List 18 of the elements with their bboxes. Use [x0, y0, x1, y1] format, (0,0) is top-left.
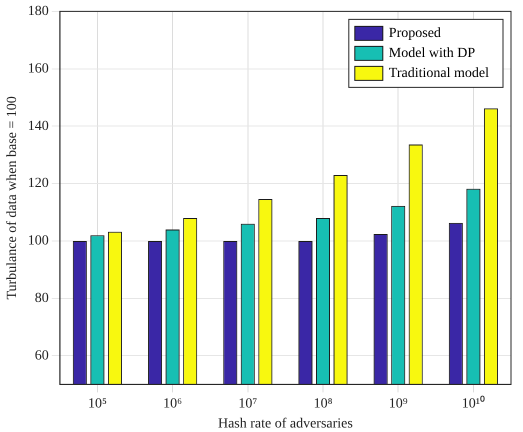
x-tick-label: 10⁵	[88, 396, 107, 412]
y-tick-label: 120	[28, 176, 49, 192]
y-tick-label: 80	[34, 290, 49, 306]
y-tick-label: 100	[28, 234, 49, 249]
legend-label: Model with DP	[388, 46, 476, 62]
x-tick-label: 10⁹	[388, 396, 408, 412]
x-tick-label: 10⁸	[314, 396, 333, 412]
y-axis-title: Turbulance of data when base = 100	[5, 96, 20, 300]
y-tick-label: 160	[28, 61, 49, 76]
x-tick-label: 10¹⁰	[462, 395, 485, 412]
x-axis-title: Hash rate of adversaries	[218, 416, 353, 432]
legend-label: Traditional model	[388, 66, 490, 82]
y-tick-label: 60	[34, 348, 49, 364]
x-tick-label: 10⁶	[163, 396, 182, 412]
legend-label: Proposed	[388, 26, 441, 42]
x-tick-label: 10⁷	[238, 396, 258, 412]
y-tick-label: 180	[28, 4, 49, 20]
y-tick-label: 140	[28, 118, 49, 134]
